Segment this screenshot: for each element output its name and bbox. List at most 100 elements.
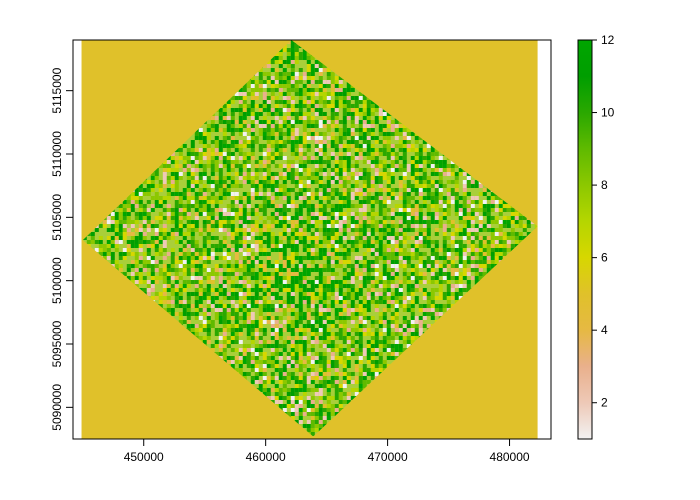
raster-cell bbox=[374, 160, 379, 164]
raster-cell bbox=[366, 152, 371, 156]
raster-cell bbox=[278, 212, 283, 216]
raster-cell bbox=[318, 136, 323, 140]
raster-cell bbox=[350, 240, 355, 244]
raster-cell bbox=[422, 228, 427, 232]
raster-cell bbox=[382, 200, 387, 204]
raster-cell bbox=[370, 164, 375, 168]
raster-cell bbox=[506, 216, 511, 220]
raster-cell bbox=[330, 88, 335, 92]
raster-cell bbox=[202, 168, 207, 172]
raster-cell bbox=[114, 240, 119, 244]
raster-cell bbox=[178, 240, 183, 244]
raster-cell bbox=[110, 212, 115, 216]
raster-cell bbox=[322, 148, 327, 152]
raster-cell bbox=[486, 216, 491, 220]
raster-cell bbox=[278, 224, 283, 228]
raster-cell bbox=[114, 216, 119, 220]
raster-cell bbox=[330, 208, 335, 212]
raster-cell bbox=[330, 76, 335, 80]
raster-cell bbox=[266, 80, 271, 84]
raster-cell bbox=[154, 168, 159, 172]
raster-cell bbox=[326, 232, 331, 236]
raster-cell bbox=[418, 136, 423, 140]
raster-cell bbox=[350, 236, 355, 240]
raster-cell bbox=[106, 240, 111, 244]
raster-cell bbox=[350, 244, 355, 248]
raster-cell bbox=[402, 204, 407, 208]
raster-cell bbox=[318, 156, 323, 160]
raster-cell bbox=[402, 184, 407, 188]
raster-cell bbox=[206, 152, 211, 156]
raster-cell bbox=[302, 176, 307, 180]
raster-cell bbox=[266, 176, 271, 180]
raster-cell bbox=[270, 68, 275, 72]
raster-cell bbox=[246, 168, 251, 172]
raster-cell bbox=[374, 256, 379, 260]
raster-cell bbox=[326, 92, 331, 96]
raster-cell bbox=[382, 172, 387, 176]
raster-cell bbox=[270, 248, 275, 252]
raster-cell bbox=[258, 232, 263, 236]
raster-cell bbox=[406, 216, 411, 220]
raster-cell bbox=[130, 236, 135, 240]
raster-cell bbox=[450, 172, 455, 176]
raster-cell bbox=[286, 64, 291, 68]
raster-cell bbox=[286, 80, 291, 84]
raster-cell bbox=[370, 156, 375, 160]
raster-cell bbox=[194, 168, 199, 172]
raster-cell bbox=[494, 216, 499, 220]
raster-cell bbox=[426, 260, 431, 264]
raster-cell bbox=[374, 248, 379, 252]
raster-cell bbox=[470, 248, 475, 252]
raster-cell bbox=[150, 196, 155, 200]
raster-cell bbox=[226, 232, 231, 236]
raster-cell bbox=[122, 220, 127, 224]
raster-cell bbox=[330, 100, 335, 104]
raster-cell bbox=[106, 244, 111, 248]
raster-cell bbox=[462, 244, 467, 248]
raster-cell bbox=[486, 212, 491, 216]
raster-cell bbox=[434, 244, 439, 248]
raster-cell bbox=[370, 232, 375, 236]
raster-cell bbox=[202, 172, 207, 176]
raster-cell bbox=[242, 100, 247, 104]
raster-cell bbox=[138, 224, 143, 228]
raster-cell bbox=[294, 224, 299, 228]
raster-cell bbox=[94, 228, 99, 232]
raster-cell bbox=[390, 252, 395, 256]
raster-cell bbox=[146, 244, 151, 248]
raster-cell bbox=[458, 196, 463, 200]
raster-cell bbox=[234, 240, 239, 244]
raster-cell bbox=[398, 252, 403, 256]
raster-cell bbox=[294, 176, 299, 180]
raster-cell bbox=[226, 192, 231, 196]
raster-cell bbox=[398, 140, 403, 144]
raster-cell bbox=[470, 200, 475, 204]
raster-cell bbox=[366, 260, 371, 264]
raster-cell bbox=[298, 232, 303, 236]
raster-cell bbox=[218, 120, 223, 124]
raster-cell bbox=[186, 192, 191, 196]
raster-cell bbox=[130, 196, 135, 200]
raster-cell bbox=[270, 128, 275, 132]
raster-cell bbox=[362, 244, 367, 248]
raster-cell bbox=[230, 140, 235, 144]
raster-cell bbox=[274, 176, 279, 180]
raster-cell bbox=[386, 152, 391, 156]
raster-cell bbox=[230, 152, 235, 156]
raster-cell bbox=[118, 264, 123, 268]
raster-cell bbox=[470, 236, 475, 240]
raster-cell bbox=[386, 124, 391, 128]
raster-cell bbox=[446, 164, 451, 168]
raster-cell bbox=[262, 248, 267, 252]
raster-cell bbox=[382, 224, 387, 228]
raster-cell bbox=[422, 220, 427, 224]
raster-cell bbox=[158, 204, 163, 208]
raster-cell bbox=[382, 136, 387, 140]
raster-cell bbox=[234, 212, 239, 216]
raster-cell bbox=[338, 216, 343, 220]
raster-cell bbox=[370, 184, 375, 188]
raster-cell bbox=[370, 132, 375, 136]
raster-cell bbox=[402, 128, 407, 132]
raster-cell bbox=[410, 228, 415, 232]
